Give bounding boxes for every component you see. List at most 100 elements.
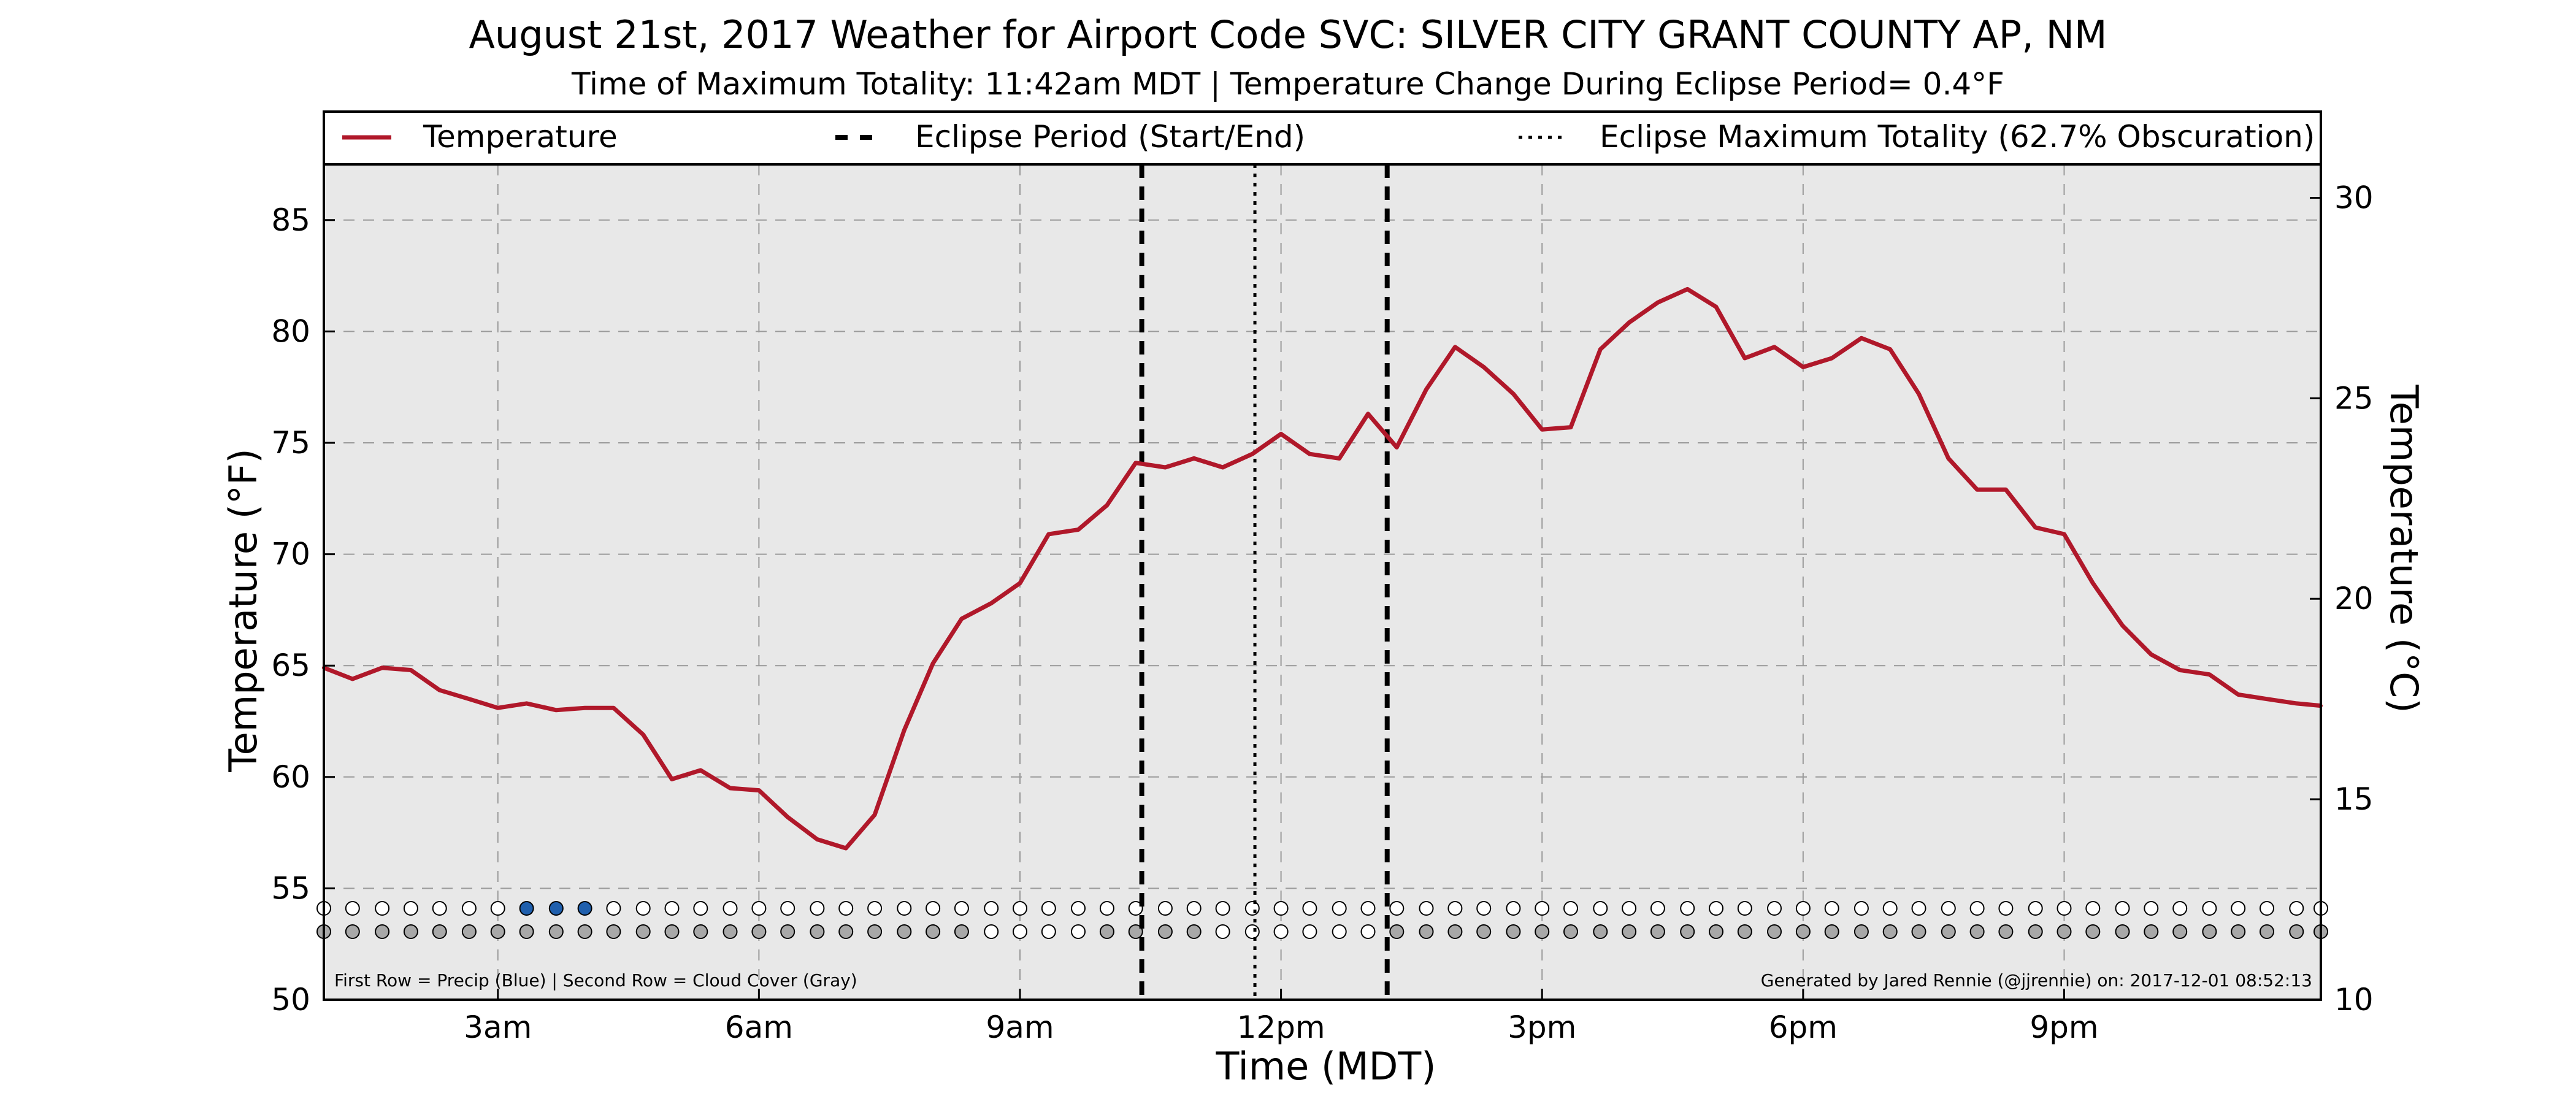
precip-marker xyxy=(1128,901,1143,916)
temperature-point xyxy=(408,668,413,672)
cloud-marker xyxy=(606,924,621,939)
precip-marker xyxy=(1186,901,1202,916)
x-tick-label: 3pm xyxy=(1508,1010,1576,1045)
condition-rows xyxy=(316,901,2328,939)
cloud-marker xyxy=(1244,924,1260,939)
precip-marker xyxy=(1737,901,1752,916)
temperature-point xyxy=(524,701,529,705)
temperature-point xyxy=(1250,452,1254,456)
temperature-point xyxy=(1366,412,1370,416)
y-tick-label-right: 20 xyxy=(2334,581,2374,616)
precip-marker xyxy=(751,901,767,916)
cloud-marker xyxy=(2085,924,2101,939)
cloud-marker xyxy=(1535,924,1550,939)
x-tick-label: 6pm xyxy=(1769,1010,1838,1045)
cloud-marker xyxy=(1853,924,1869,939)
temperature-point xyxy=(1540,427,1544,432)
precip-marker xyxy=(1998,901,2014,916)
cloud-marker xyxy=(1273,924,1289,939)
legend-eclipse-period-label: Eclipse Period (Start/End) xyxy=(915,119,1305,155)
cloud-marker xyxy=(1998,924,2014,939)
cloud-marker xyxy=(1911,924,1926,939)
eclipse-lines xyxy=(1139,164,1390,1000)
cloud-marker xyxy=(1099,924,1114,939)
temperature-point xyxy=(699,768,703,772)
temperature-point xyxy=(1830,356,1834,360)
temperature-point xyxy=(1482,365,1486,369)
precip-marker xyxy=(1302,901,1317,916)
temperature-point xyxy=(1714,305,1718,309)
precip-marker xyxy=(693,901,708,916)
cloud-marker xyxy=(2289,924,2304,939)
y-tick-label-left: 50 xyxy=(271,982,310,1018)
temperature-point xyxy=(1655,301,1660,305)
temperature-point xyxy=(815,837,819,841)
cloud-marker xyxy=(1680,924,1695,939)
temperature-point xyxy=(2120,623,2125,627)
y-axis-right-ticks: 10 15 20 25 30 xyxy=(2310,180,2374,1018)
temperature-line xyxy=(323,286,2321,851)
temperature-point xyxy=(1598,347,1603,351)
cloud-marker xyxy=(723,924,738,939)
temperature-point xyxy=(380,665,385,670)
temperature-point xyxy=(1424,387,1428,391)
temperature-point xyxy=(2294,701,2299,705)
temperature-point xyxy=(670,777,674,781)
cloud-marker xyxy=(519,924,534,939)
x-tick-label: 6am xyxy=(725,1010,793,1045)
temperature-point xyxy=(1946,456,1950,461)
y-axis-left-ticks: 50 55 60 65 70 75 80 85 xyxy=(271,202,335,1018)
precip-marker xyxy=(1709,901,1723,916)
precip-marker xyxy=(2085,901,2101,916)
precip-marker xyxy=(1767,901,1782,916)
temperature-point xyxy=(1018,581,1022,585)
cloud-marker xyxy=(432,924,447,939)
temperature-point xyxy=(959,616,964,621)
cloud-marker xyxy=(1506,924,1521,939)
temperature-point xyxy=(1742,356,1747,360)
temperature-point xyxy=(611,706,616,710)
legend-max-totality-label: Eclipse Maximum Totality (62.7% Obscurat… xyxy=(1600,119,2315,155)
temperature-point xyxy=(554,708,558,712)
cloud-marker xyxy=(1128,924,1143,939)
cloud-marker xyxy=(1767,924,1782,939)
cloud-marker xyxy=(897,924,912,939)
temperature-point xyxy=(1221,466,1225,469)
cloud-marker xyxy=(1215,924,1230,939)
precip-marker xyxy=(1535,901,1550,916)
temperature-point xyxy=(1046,532,1051,536)
precip-marker xyxy=(1157,901,1173,916)
temperature-point xyxy=(1279,432,1283,436)
precip-marker xyxy=(577,901,592,916)
temperature-point xyxy=(786,815,790,819)
temperature-point xyxy=(1685,287,1690,291)
y-tick-label-left: 70 xyxy=(271,537,310,572)
cloud-marker xyxy=(664,924,680,939)
precip-marker xyxy=(1071,901,1086,916)
precip-marker xyxy=(954,901,969,916)
temperature-point xyxy=(2265,697,2269,701)
temperature-point xyxy=(1975,488,1979,492)
chart-title: August 21st, 2017 Weather for Airport Co… xyxy=(469,12,2107,57)
temperature-point xyxy=(1859,336,1863,340)
precip-marker xyxy=(1506,901,1521,916)
temperature-point xyxy=(1917,392,1921,396)
cloud-marker xyxy=(2028,924,2043,939)
precip-marker xyxy=(1882,901,1898,916)
cloud-marker xyxy=(2057,924,2072,939)
precip-marker xyxy=(1650,901,1665,916)
cloud-marker xyxy=(1737,924,1752,939)
temperature-point xyxy=(1133,461,1138,465)
precip-marker xyxy=(2260,901,2274,916)
cloud-marker xyxy=(1476,924,1492,939)
precip-marker xyxy=(1476,901,1492,916)
x-tick-label: 9am xyxy=(986,1010,1054,1045)
precip-marker xyxy=(2289,901,2304,916)
y-tick-label-right: 30 xyxy=(2334,180,2374,215)
precip-marker xyxy=(1273,901,1289,916)
temperature-point xyxy=(1801,365,1805,369)
precip-marker xyxy=(2172,901,2188,916)
precip-marker xyxy=(2057,901,2072,916)
cloud-marker xyxy=(548,924,564,939)
cloud-marker xyxy=(1593,924,1608,939)
